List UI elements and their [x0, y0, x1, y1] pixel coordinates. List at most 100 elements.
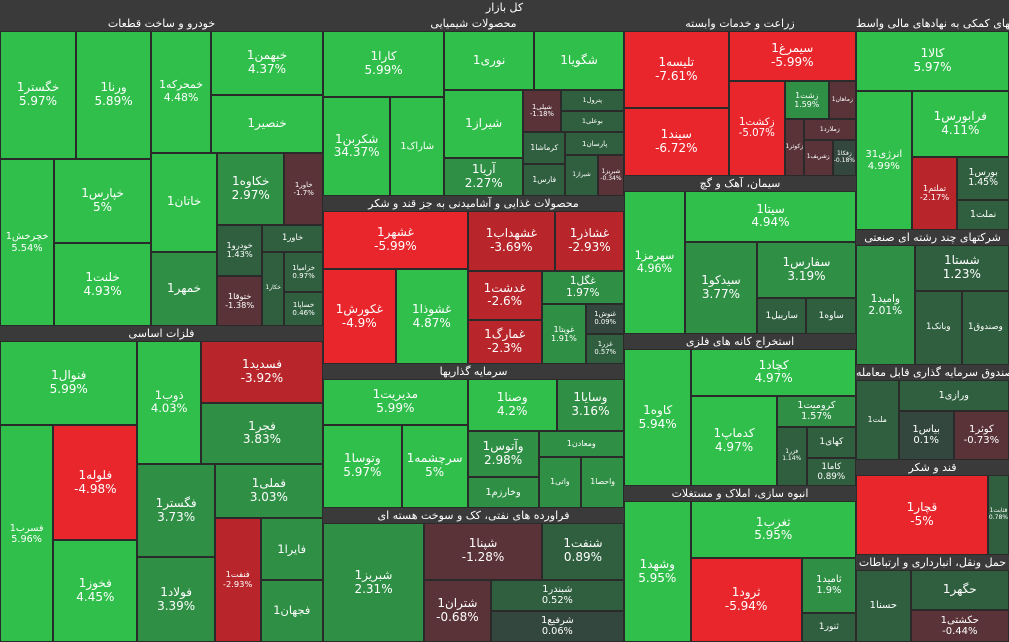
stock-tile[interactable]: وسایا1 3.16%: [556, 379, 624, 431]
stock-tile[interactable]: کوثر1 -0.73%: [953, 410, 1009, 460]
stock-tile[interactable]: خودرو1 1.43%: [217, 224, 263, 277]
stock-tile[interactable]: ثرود1 -5.94%: [690, 557, 802, 642]
stock-tile[interactable]: ثنور1: [801, 612, 856, 642]
stock-tile[interactable]: وصندوق1: [961, 290, 1009, 365]
stock-tile[interactable]: شیراز1: [565, 155, 598, 196]
stock-tile[interactable]: غگل1 1.97%: [541, 270, 624, 305]
stock-tile[interactable]: غویتا1 1.91%: [541, 304, 587, 364]
stock-tile[interactable]: زکوثر1: [784, 119, 804, 176]
stock-tile[interactable]: تلیسه1 -7.61%: [624, 31, 729, 108]
stock-tile[interactable]: وامید1 2.01%: [856, 245, 915, 365]
stock-tile[interactable]: خاور1: [262, 224, 323, 252]
stock-tile[interactable]: قچار1 -5%: [856, 475, 988, 555]
stock-tile[interactable]: ثامید1 1.9%: [801, 557, 856, 613]
stock-tile[interactable]: زماهان1: [828, 80, 856, 120]
stock-tile[interactable]: خلنت1 4.93%: [54, 243, 152, 326]
stock-tile[interactable]: کدماپ1 4.97%: [691, 395, 777, 486]
stock-tile[interactable]: بورس1 1.45%: [957, 156, 1009, 201]
stock-tile[interactable]: خکار1: [262, 251, 285, 326]
stock-tile[interactable]: ذوب1 4.03%: [137, 341, 201, 464]
stock-tile[interactable]: غدشت1 -2.6%: [467, 270, 542, 321]
stock-tile[interactable]: مدیریت1 5.99%: [323, 379, 468, 425]
stock-tile[interactable]: تملتم1 -2.17%: [911, 156, 958, 230]
stock-tile[interactable]: ثغرب1 5.95%: [690, 501, 856, 558]
stock-tile[interactable]: ورنا1 5.89%: [76, 31, 152, 160]
stock-tile[interactable]: فنفت1 -2.93%: [214, 518, 261, 642]
stock-tile[interactable]: فنوال1 5.99%: [0, 341, 138, 426]
stock-tile[interactable]: حسنا1: [856, 570, 911, 642]
stock-tile[interactable]: خنصیر1: [211, 94, 323, 153]
stock-tile[interactable]: شاراک1: [390, 96, 445, 196]
stock-tile[interactable]: واتی1: [538, 456, 582, 508]
stock-tile[interactable]: خگستر1 5.97%: [0, 31, 77, 160]
stock-tile[interactable]: غشهر1 -5.99%: [323, 211, 468, 270]
stock-tile[interactable]: خپارس1 5%: [54, 159, 152, 244]
stock-tile[interactable]: خبهمن1 4.37%: [211, 31, 323, 95]
stock-tile[interactable]: پارسان1: [565, 132, 624, 156]
stock-tile[interactable]: سرچشمه1 5%: [401, 424, 468, 508]
stock-tile[interactable]: بوعلی1: [560, 111, 624, 133]
stock-tile[interactable]: فملی1 3.03%: [214, 463, 323, 519]
stock-tile[interactable]: فلوله1 -4.98%: [53, 425, 138, 540]
stock-tile[interactable]: فخوز1 4.45%: [53, 539, 138, 642]
stock-tile[interactable]: ساربیل1: [756, 298, 807, 334]
stock-tile[interactable]: فگستر1 3.73%: [137, 463, 215, 558]
stock-tile[interactable]: وبانک1: [914, 290, 962, 365]
stock-tile[interactable]: شتران1 -0.68%: [424, 579, 491, 642]
stock-tile[interactable]: کاوه1 5.94%: [624, 349, 692, 486]
stock-tile[interactable]: نوری1: [444, 31, 535, 91]
stock-tile[interactable]: شنفت1 0.89%: [541, 523, 624, 580]
stock-tile[interactable]: سیدکو1 3.77%: [685, 241, 757, 334]
stock-tile[interactable]: غمارگ1 -2.3%: [467, 320, 542, 364]
stock-tile[interactable]: حگهر1: [910, 570, 1009, 610]
stock-tile[interactable]: خمحرکه1 4.48%: [151, 31, 212, 153]
stock-tile[interactable]: فزر1 1.14%: [776, 426, 807, 486]
stock-tile[interactable]: ملت1: [856, 380, 899, 460]
stock-tile[interactable]: شبریز1 -0.34%: [597, 155, 624, 196]
stock-tile[interactable]: زشت1 1.59%: [784, 80, 829, 120]
stock-tile[interactable]: زشریف1: [803, 139, 833, 176]
stock-tile[interactable]: شبریز1 2.31%: [323, 523, 425, 642]
stock-tile[interactable]: فایرا1: [260, 518, 323, 581]
stock-tile[interactable]: زفکا1 -0.18%: [832, 139, 856, 176]
stock-tile[interactable]: سیتا1 4.94%: [685, 191, 856, 242]
stock-tile[interactable]: ورازی1: [898, 380, 1009, 411]
stock-tile[interactable]: غنوش1 0.09%: [586, 304, 624, 335]
stock-tile[interactable]: فجهان1: [260, 580, 323, 642]
stock-tile[interactable]: خاتان1: [151, 152, 218, 252]
stock-tile[interactable]: کچاد1 4.97%: [691, 349, 856, 396]
stock-tile[interactable]: شبندر1 0.52%: [490, 579, 624, 611]
stock-tile[interactable]: غشهداب1 -3.69%: [467, 211, 555, 271]
stock-tile[interactable]: پترول1: [560, 90, 624, 112]
stock-tile[interactable]: سیمرغ1 -5.99%: [728, 31, 856, 81]
stock-tile[interactable]: قثابت1 0.78%: [987, 475, 1009, 555]
stock-tile[interactable]: کرومیت1 1.57%: [776, 395, 856, 427]
stock-tile[interactable]: فارس1: [523, 164, 566, 196]
stock-tile[interactable]: انرژی31 4.99%: [856, 91, 912, 230]
stock-tile[interactable]: شستا1 1.23%: [914, 245, 1009, 291]
stock-tile[interactable]: سهرمز1 4.96%: [624, 191, 685, 334]
stock-tile[interactable]: آریا1 2.27%: [444, 157, 524, 196]
stock-tile[interactable]: سفارس1 3.19%: [756, 241, 856, 299]
stock-tile[interactable]: شپلی1 -1.18%: [523, 90, 561, 133]
stock-tile[interactable]: بیاس1 0.1%: [898, 410, 954, 460]
stock-tile[interactable]: وشهد1 5.95%: [624, 501, 691, 642]
stock-tile[interactable]: کاما1 0.89%: [806, 458, 856, 486]
stock-tile[interactable]: کرماشا1: [523, 132, 566, 165]
stock-tile[interactable]: کهای1: [806, 426, 856, 459]
stock-tile[interactable]: فجر1 3.83%: [200, 403, 323, 464]
stock-tile[interactable]: خکاوه1 2.97%: [217, 152, 285, 225]
stock-tile[interactable]: شرفیع1 0.06%: [490, 610, 624, 642]
stock-tile[interactable]: حکشتی1 -0.44%: [910, 610, 1009, 642]
stock-tile[interactable]: خاور1 -1.7%: [284, 152, 323, 225]
stock-tile[interactable]: واحصا1: [581, 456, 624, 508]
stock-tile[interactable]: وخارزم1: [467, 476, 539, 508]
stock-tile[interactable]: ساوه1: [806, 298, 856, 334]
stock-tile[interactable]: ومعادن1: [538, 430, 624, 457]
stock-tile[interactable]: شپنا1 -1.28%: [424, 523, 542, 580]
stock-tile[interactable]: غزر1 0.57%: [586, 334, 624, 364]
stock-tile[interactable]: فسدید1 -3.92%: [200, 341, 323, 404]
stock-tile[interactable]: غشاذر1 -2.93%: [554, 211, 624, 271]
stock-tile[interactable]: خساپا1 0.46%: [284, 292, 323, 326]
stock-tile[interactable]: غکورش1 -4.9%: [323, 269, 396, 364]
